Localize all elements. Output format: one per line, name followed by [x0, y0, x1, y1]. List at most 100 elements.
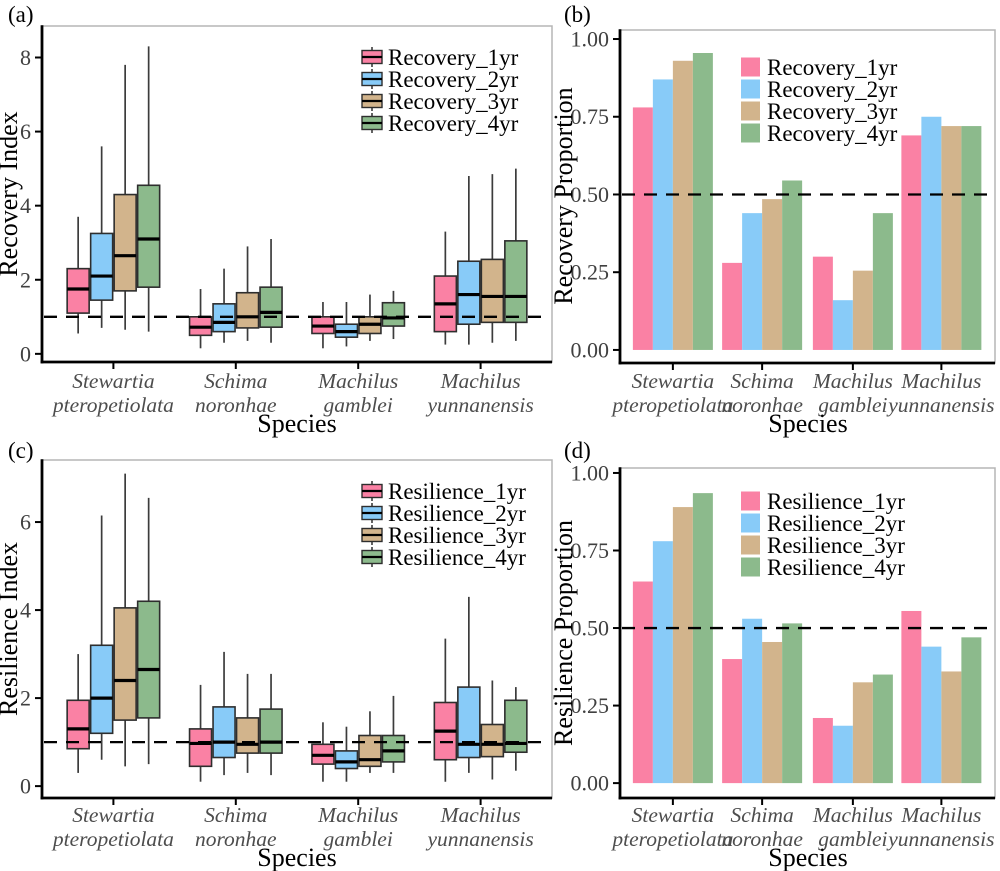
axes: 0.00 0.25 0.50 0.75 1.00 Stewartiapteropetiol…	[571, 460, 995, 851]
legend-key-swatch	[741, 513, 760, 533]
panel-label: (b)	[564, 2, 591, 27]
species-label-line1: Schima	[730, 803, 793, 827]
legend-label: Resilience_3yr	[388, 523, 526, 548]
species-label-line2: gamblei	[324, 393, 393, 417]
box-series-Recovery_1yr	[66, 216, 458, 349]
species-label-line1: Machilus	[812, 803, 893, 827]
bar	[872, 213, 893, 350]
species-label-line1: Machilus	[440, 369, 521, 393]
bar	[652, 541, 673, 784]
box-series-Resilience_1yr	[66, 638, 458, 782]
y-axis-title: Recovery Index	[0, 111, 23, 276]
legend-label: Recovery_1yr	[767, 55, 898, 80]
legend-label: Resilience_4yr	[767, 555, 905, 580]
box	[504, 240, 528, 324]
bar	[812, 256, 833, 350]
bar	[941, 671, 962, 784]
bar	[672, 507, 693, 784]
bar	[852, 270, 873, 350]
bar	[722, 262, 743, 350]
species-label-line1: Stewartia	[632, 369, 714, 393]
y-tick-label: 0.75	[571, 538, 610, 563]
bar	[782, 623, 803, 784]
species-label-line2: noronhae	[195, 393, 277, 417]
bar-series-Recovery_4yr	[692, 53, 982, 350]
panel-d-resilience-proportion-barchart: 0.00 0.25 0.50 0.75 1.00 Stewartiapteropetiol…	[549, 438, 996, 871]
box	[381, 734, 406, 763]
y-tick-label: 1.00	[571, 460, 610, 485]
box-series-Resilience_2yr	[89, 515, 481, 782]
legend: Resilience_1yrResilience_2yrResilience_3…	[741, 489, 905, 580]
box	[259, 708, 283, 754]
box	[235, 291, 260, 329]
species-label-line2: pteropetiolata	[610, 393, 733, 417]
species-label-line1: Stewartia	[72, 803, 154, 827]
bar	[762, 641, 783, 784]
box	[66, 699, 90, 750]
bar	[921, 116, 942, 350]
x-axis-title: Species	[257, 409, 336, 438]
legend: Recovery_1yrRecovery_2yrRecovery_3yrReco…	[741, 55, 898, 146]
legend-label: Recovery_3yr	[767, 99, 898, 124]
y-tick-label: 0	[20, 341, 31, 366]
box	[480, 723, 505, 758]
bar	[921, 646, 942, 784]
y-axis-title: Resilience Proportion	[549, 520, 578, 746]
legend-label: Recovery_1yr	[388, 45, 519, 70]
species-label-line1: Machilus	[317, 803, 398, 827]
box	[89, 232, 114, 301]
bar	[872, 674, 893, 784]
species-label-line1: Stewartia	[72, 369, 154, 393]
legend-label: Recovery_2yr	[767, 77, 898, 102]
legend-label: Recovery_2yr	[388, 67, 519, 92]
box	[480, 258, 505, 324]
box	[358, 734, 382, 768]
species-label-line1: Machilus	[900, 803, 981, 827]
legend-key-swatch	[741, 557, 760, 577]
bar-series-Resilience_1yr	[632, 581, 922, 784]
y-tick-label: 0.25	[571, 260, 610, 285]
bar	[652, 79, 673, 350]
bar	[961, 637, 982, 784]
box	[457, 260, 481, 326]
box-series-Resilience_3yr	[113, 473, 505, 780]
bar	[812, 717, 833, 784]
panel-b-recovery-proportion-barchart: 0.00 0.25 0.50 0.75 1.00 Stewartiapteropetiol…	[549, 2, 996, 438]
species-label-line1: Machilus	[440, 803, 521, 827]
legend-key-swatch	[741, 535, 760, 555]
bar	[961, 126, 982, 350]
box	[89, 644, 114, 735]
legend-label: Recovery_4yr	[767, 121, 898, 146]
y-axis-title: Resilience Index	[0, 542, 23, 716]
y-tick-label: 0.25	[571, 693, 610, 718]
species-label-line2: gamblei	[818, 827, 887, 851]
bar	[722, 659, 743, 784]
y-tick-label: 0.75	[571, 104, 610, 129]
bar	[692, 493, 713, 784]
species-label-line2: yunnanensis	[886, 827, 994, 851]
species-label-line1: Schima	[730, 369, 793, 393]
bar	[632, 581, 653, 784]
box	[188, 728, 213, 768]
bar	[692, 53, 713, 350]
species-label-line2: yunnanensis	[425, 827, 533, 851]
y-tick-label: 0.50	[571, 182, 610, 207]
y-tick-label: 6	[20, 119, 31, 144]
axes: 0.00 0.25 0.50 0.75 1.00 Stewartiapteropetiol…	[571, 27, 995, 417]
legend-key-swatch	[741, 79, 760, 99]
species-label-line2: pteropetiolata	[610, 827, 733, 851]
bar-series-Resilience_3yr	[672, 507, 962, 784]
box	[113, 607, 137, 721]
species-label-line2: gamblei	[818, 393, 887, 417]
bar-series-Resilience_4yr	[692, 493, 982, 784]
box	[381, 301, 406, 327]
bar	[832, 725, 853, 784]
bar	[632, 107, 653, 350]
panel-label: (d)	[564, 438, 591, 463]
x-axis-title: Species	[768, 843, 847, 871]
y-tick-label: 0.00	[571, 771, 610, 796]
y-tick-label: 0	[20, 774, 31, 799]
